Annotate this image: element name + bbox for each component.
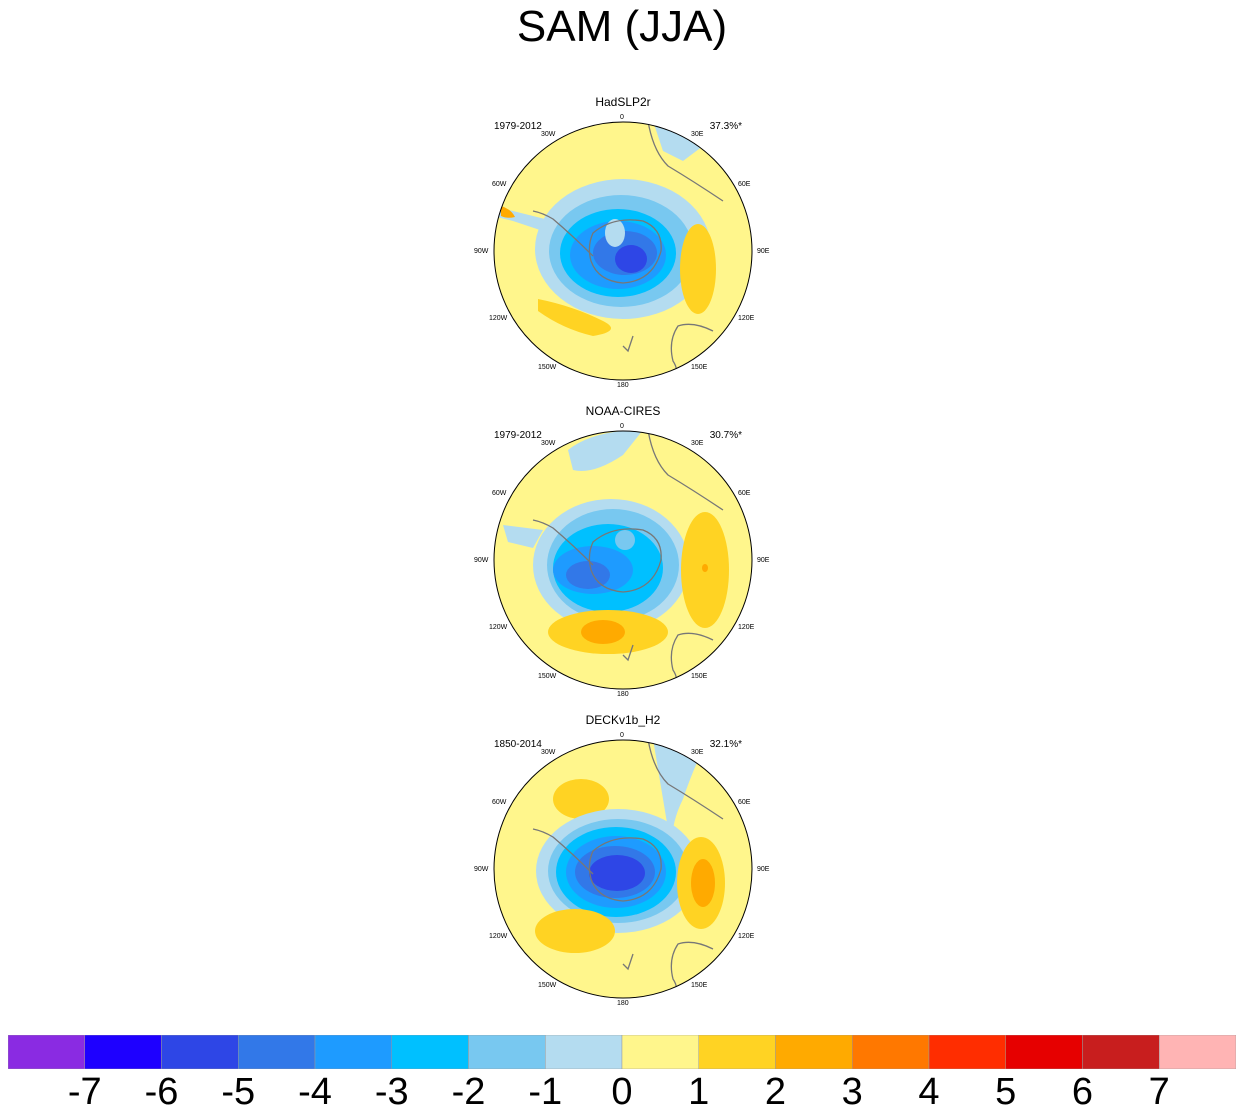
panel-1-lon-90w: 90W xyxy=(474,248,489,255)
panel-1-map xyxy=(493,121,753,381)
colorbar-tick-label: 2 xyxy=(764,1071,787,1113)
colorbar-tick-label: -5 xyxy=(221,1071,256,1113)
colorbar-tick-label: 6 xyxy=(1071,1071,1094,1113)
panel-2-lon-90w: 90W xyxy=(474,557,489,564)
panel-1-lon-30w: 30W xyxy=(541,131,556,138)
panel-2-lon-60e: 60E xyxy=(738,490,751,497)
panel-2-lon-30e: 30E xyxy=(691,440,704,447)
colorbar-swatch xyxy=(468,1035,546,1069)
panel-2-lon-150w: 150W xyxy=(538,673,557,680)
panel-2-variance: 30.7%* xyxy=(709,430,742,441)
panel-3-period: 1850-2014 xyxy=(494,739,542,750)
colorbar-swatch xyxy=(775,1035,853,1069)
panel-2-lon-180: 180 xyxy=(617,691,629,698)
panel-1-lon-180: 180 xyxy=(617,382,629,389)
colorbar-tick-label: 1 xyxy=(688,1071,710,1113)
panel-3-lon-60e: 60E xyxy=(738,799,751,806)
colorbar-swatch xyxy=(621,1035,699,1069)
colorbar-tick-label: -7 xyxy=(67,1071,102,1113)
colorbar-swatch xyxy=(391,1035,469,1069)
panel-2-lon-90e: 90E xyxy=(757,557,770,564)
panel-1-variance: 37.3%* xyxy=(709,121,742,132)
panel-3-lon-0: 0 xyxy=(620,732,624,739)
panel-3-title: DECKv1b_H2 xyxy=(585,713,661,727)
panel-2-lon-120w: 120W xyxy=(489,624,508,631)
colorbar-tick-label: 5 xyxy=(995,1071,1017,1113)
panel-2-lon-0: 0 xyxy=(620,423,624,430)
colorbar xyxy=(8,1035,1236,1069)
panel-1-lon-30e: 30E xyxy=(691,131,704,138)
colorbar-tick-label: 3 xyxy=(841,1071,863,1113)
panel-3-lon-60w: 60W xyxy=(492,799,507,806)
panel-1-lon-90e: 90E xyxy=(757,248,770,255)
colorbar-tick-label: 0 xyxy=(611,1071,633,1113)
colorbar-swatch xyxy=(84,1035,162,1069)
colorbar-tick-label: 4 xyxy=(918,1071,940,1113)
colorbar-tick-label: -4 xyxy=(298,1071,332,1113)
panel-2-lon-30w: 30W xyxy=(541,440,556,447)
panel-3-lon-150w: 150W xyxy=(538,982,557,989)
colorbar-swatch xyxy=(698,1035,776,1069)
panel-3-lon-30e: 30E xyxy=(691,749,704,756)
colorbar-swatch xyxy=(928,1035,1006,1069)
colorbar-swatch xyxy=(8,1035,85,1069)
panel-3-lon-90e: 90E xyxy=(757,866,770,873)
panel-1-lon-60w: 60W xyxy=(492,181,507,188)
colorbar-swatch xyxy=(314,1035,392,1069)
panel-1-period: 1979-2012 xyxy=(494,121,542,132)
panel-3-lon-150e: 150E xyxy=(691,982,708,989)
panel-2-lon-120e: 120E xyxy=(738,624,755,631)
colorbar-tick-label: -2 xyxy=(451,1071,486,1113)
panel-3-lon-180: 180 xyxy=(617,1000,629,1007)
panel-3-lon-120e: 120E xyxy=(738,933,755,940)
panel-3-lon-30w: 30W xyxy=(541,749,556,756)
colorbar-tick-label: 7 xyxy=(1148,1071,1170,1113)
panel-1-lon-150e: 150E xyxy=(691,364,708,371)
colorbar-tick-label: -3 xyxy=(374,1071,409,1113)
panel-2-title: NOAA-CIRES xyxy=(585,404,661,418)
panel-1-lon-150w: 150W xyxy=(538,364,557,371)
colorbar-swatch xyxy=(161,1035,239,1069)
panel-2-map xyxy=(493,430,753,690)
panel-1-lon-60e: 60E xyxy=(738,181,751,188)
panel-2-lon-60w: 60W xyxy=(492,490,507,497)
colorbar-tick-label: -1 xyxy=(528,1071,563,1113)
colorbar-swatch xyxy=(545,1035,623,1069)
panel-2-period: 1979-2012 xyxy=(494,430,542,441)
colorbar-swatch xyxy=(1159,1035,1236,1069)
colorbar-swatch xyxy=(1082,1035,1160,1069)
colorbar-swatch xyxy=(852,1035,930,1069)
colorbar-tick-label: -6 xyxy=(144,1071,179,1113)
panel-1-lon-0: 0 xyxy=(620,114,624,121)
panel-1-lon-120w: 120W xyxy=(489,315,508,322)
figure-title: SAM (JJA) xyxy=(516,2,728,51)
panel-3-lon-120w: 120W xyxy=(489,933,508,940)
panel-3-variance: 32.1%* xyxy=(709,739,742,750)
panel-1-title: HadSLP2r xyxy=(595,95,651,109)
panel-1-lon-120e: 120E xyxy=(738,315,755,322)
panel-3-map xyxy=(493,739,753,999)
panel-2-lon-150e: 150E xyxy=(691,673,708,680)
colorbar-swatch xyxy=(1005,1035,1083,1069)
colorbar-swatch xyxy=(238,1035,316,1069)
panel-3-lon-90w: 90W xyxy=(474,866,489,873)
